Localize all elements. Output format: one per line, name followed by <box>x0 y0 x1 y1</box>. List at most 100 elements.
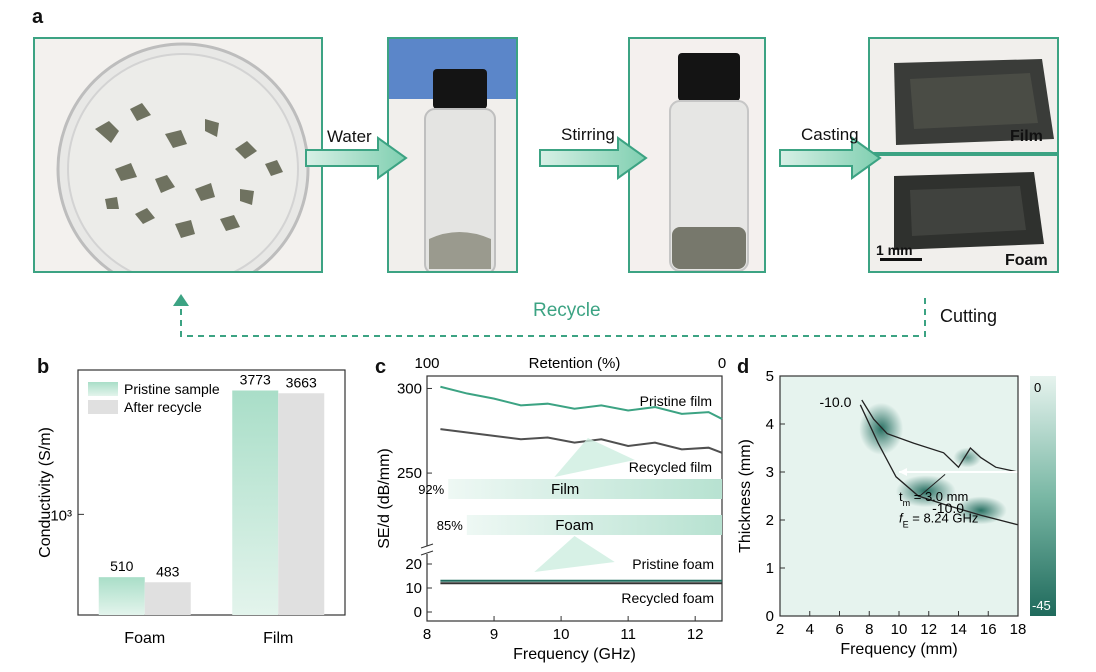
chart-b-category-label: Film <box>263 630 293 647</box>
chart-d-ytick-label: 3 <box>766 464 774 481</box>
chart-c-retention-label: Film <box>551 481 579 498</box>
recycle-arrowhead <box>173 294 189 306</box>
bar-film-recycled <box>278 393 325 615</box>
arrow-casting <box>779 136 882 180</box>
photo-film <box>868 37 1059 154</box>
chart-d-annotation-fe: fE = 8.24 GHz <box>899 510 978 529</box>
chart-c-shielding: 100 0 Retention (%) 8 9 10 11 12 Frequency (GHz)… <box>376 355 726 663</box>
photo-vial-water <box>387 37 518 273</box>
bar-value-label: 510 <box>110 558 134 574</box>
chart-c-ytick-label: 20 <box>405 556 422 573</box>
chart-d-ytick-label: 5 <box>766 368 774 385</box>
chart-d-xtick-label: 8 <box>865 621 873 638</box>
chart-c-retention-bar <box>466 515 722 535</box>
chart-d-colorbar <box>1030 376 1056 616</box>
chart-d-annotation-tm: tm = 3.0 mm <box>899 489 968 508</box>
chart-d-ylabel: Thickness (mm) <box>737 439 754 553</box>
recycle-label: Recycle <box>533 300 601 321</box>
chart-d-xlabel: Frequency (mm) <box>840 641 957 658</box>
chart-d-contour-label: -10.0 <box>819 394 851 410</box>
step-stirring-label: Stirring <box>561 125 615 144</box>
chart-c-ytick-label: 300 <box>397 380 422 397</box>
bar-value-label: 3663 <box>286 374 317 390</box>
chart-d-contour <box>859 404 1019 526</box>
chart-d-ytick-label: 2 <box>766 512 774 529</box>
process-arrows <box>173 136 926 337</box>
chart-b-legend-swatch <box>88 382 118 396</box>
chart-c-retention-percent: 85% <box>437 518 463 533</box>
cutting-label: Cutting <box>940 306 998 326</box>
chart-b-ylabel: Conductivity (S/m) <box>37 427 54 558</box>
chart-c-ytick-label: 0 <box>414 604 422 621</box>
chart-d-hotspot <box>954 496 1007 525</box>
chart-c-xtick-label: 12 <box>687 626 704 643</box>
chart-d-colorbar-max: 0 <box>1034 380 1041 395</box>
photo-petri-dish <box>33 37 323 273</box>
chart-c-callout-film <box>554 438 635 477</box>
chart-b-category-label: Foam <box>124 630 165 647</box>
photo-foam <box>868 154 1059 273</box>
chart-c-series-label: Recycled foam <box>621 590 714 606</box>
chart-b-legend-swatch <box>88 400 118 414</box>
chart-c-xlabel: Frequency (GHz) <box>513 646 636 663</box>
bar-foam-pristine <box>98 577 145 615</box>
chart-d-xtick-label: 12 <box>920 621 937 638</box>
chart-c-axis-break <box>420 543 434 549</box>
chart-d-marker-arrowhead <box>899 468 907 476</box>
panel-b-letter: b <box>37 356 50 378</box>
chart-c-ytick-label: 250 <box>397 465 422 482</box>
chart-d-xtick-label: 4 <box>806 621 814 638</box>
chart-b-legend-label: Pristine sample <box>124 381 220 397</box>
bar-foam-recycled <box>144 582 191 615</box>
chart-c-retention-percent: 92% <box>418 482 444 497</box>
chart-d-xtick-label: 18 <box>1010 621 1027 638</box>
chart-d-xtick-label: 10 <box>891 621 908 638</box>
chart-d-ytick-label: 1 <box>766 560 774 577</box>
chart-c-series-label: Pristine film <box>640 393 712 409</box>
chart-d-hotspot <box>859 402 904 455</box>
chart-c-retention-bar <box>448 479 722 499</box>
chart-d-ytick-label: 4 <box>766 416 774 433</box>
chart-d-xtick-label: 6 <box>835 621 843 638</box>
chart-d-annotation-pointer <box>919 474 946 497</box>
step-casting-label: Casting <box>801 125 859 144</box>
chart-d-xtick-label: 14 <box>950 621 967 638</box>
bar-value-label: 483 <box>156 563 180 579</box>
foam-photo-label: Foam <box>1005 252 1048 269</box>
chart-d-hotspot <box>953 447 982 468</box>
chart-c-top-tick: 100 <box>414 355 439 372</box>
chart-c-ytick-label: 10 <box>405 580 422 597</box>
chart-c-retention-label: Foam <box>555 517 593 534</box>
chart-b-ytick-label: 10³ <box>50 507 72 524</box>
chart-d-contour-label: -10.0 <box>932 500 964 516</box>
chart-c-xtick-label: 11 <box>620 626 636 643</box>
photo-vial-stirring <box>628 37 766 273</box>
chart-c-xtick-label: 8 <box>423 626 431 643</box>
chart-c-xtick-label: 9 <box>490 626 498 643</box>
panel-d-letter: d <box>737 356 750 378</box>
arrow-stirring <box>539 136 648 180</box>
chart-c-top-tick: 0 <box>718 355 726 372</box>
chart-b-frame <box>77 369 346 616</box>
recycle-loop <box>180 298 926 337</box>
bar-film-pristine <box>232 390 279 615</box>
bar-value-label: 3773 <box>240 371 271 387</box>
chart-c-top-axis-label: Retention (%) <box>529 355 621 372</box>
chart-d-colorbar-min: -45 <box>1032 598 1051 613</box>
chart-c-axis-break <box>420 550 434 556</box>
chart-c-axis-break-gap <box>421 546 433 554</box>
step-water-label: Water <box>327 127 372 146</box>
panel-c-letter: c <box>375 356 387 378</box>
chart-c-series-label: Pristine foam <box>632 556 714 572</box>
chart-d-xtick-label: 16 <box>980 621 997 638</box>
chart-c-callout-foam <box>534 536 615 572</box>
chart-c-series-label: Recycled film <box>629 459 712 475</box>
chart-d-xtick-label: 2 <box>776 621 784 638</box>
arrow-water <box>305 136 408 180</box>
chart-c-series-pristine-film <box>440 385 723 420</box>
panel-a-letter: a <box>32 6 44 28</box>
chart-c-ylabel: SE/d (dB/mm) <box>376 448 393 548</box>
chart-b-legend-label: After recycle <box>124 399 202 415</box>
